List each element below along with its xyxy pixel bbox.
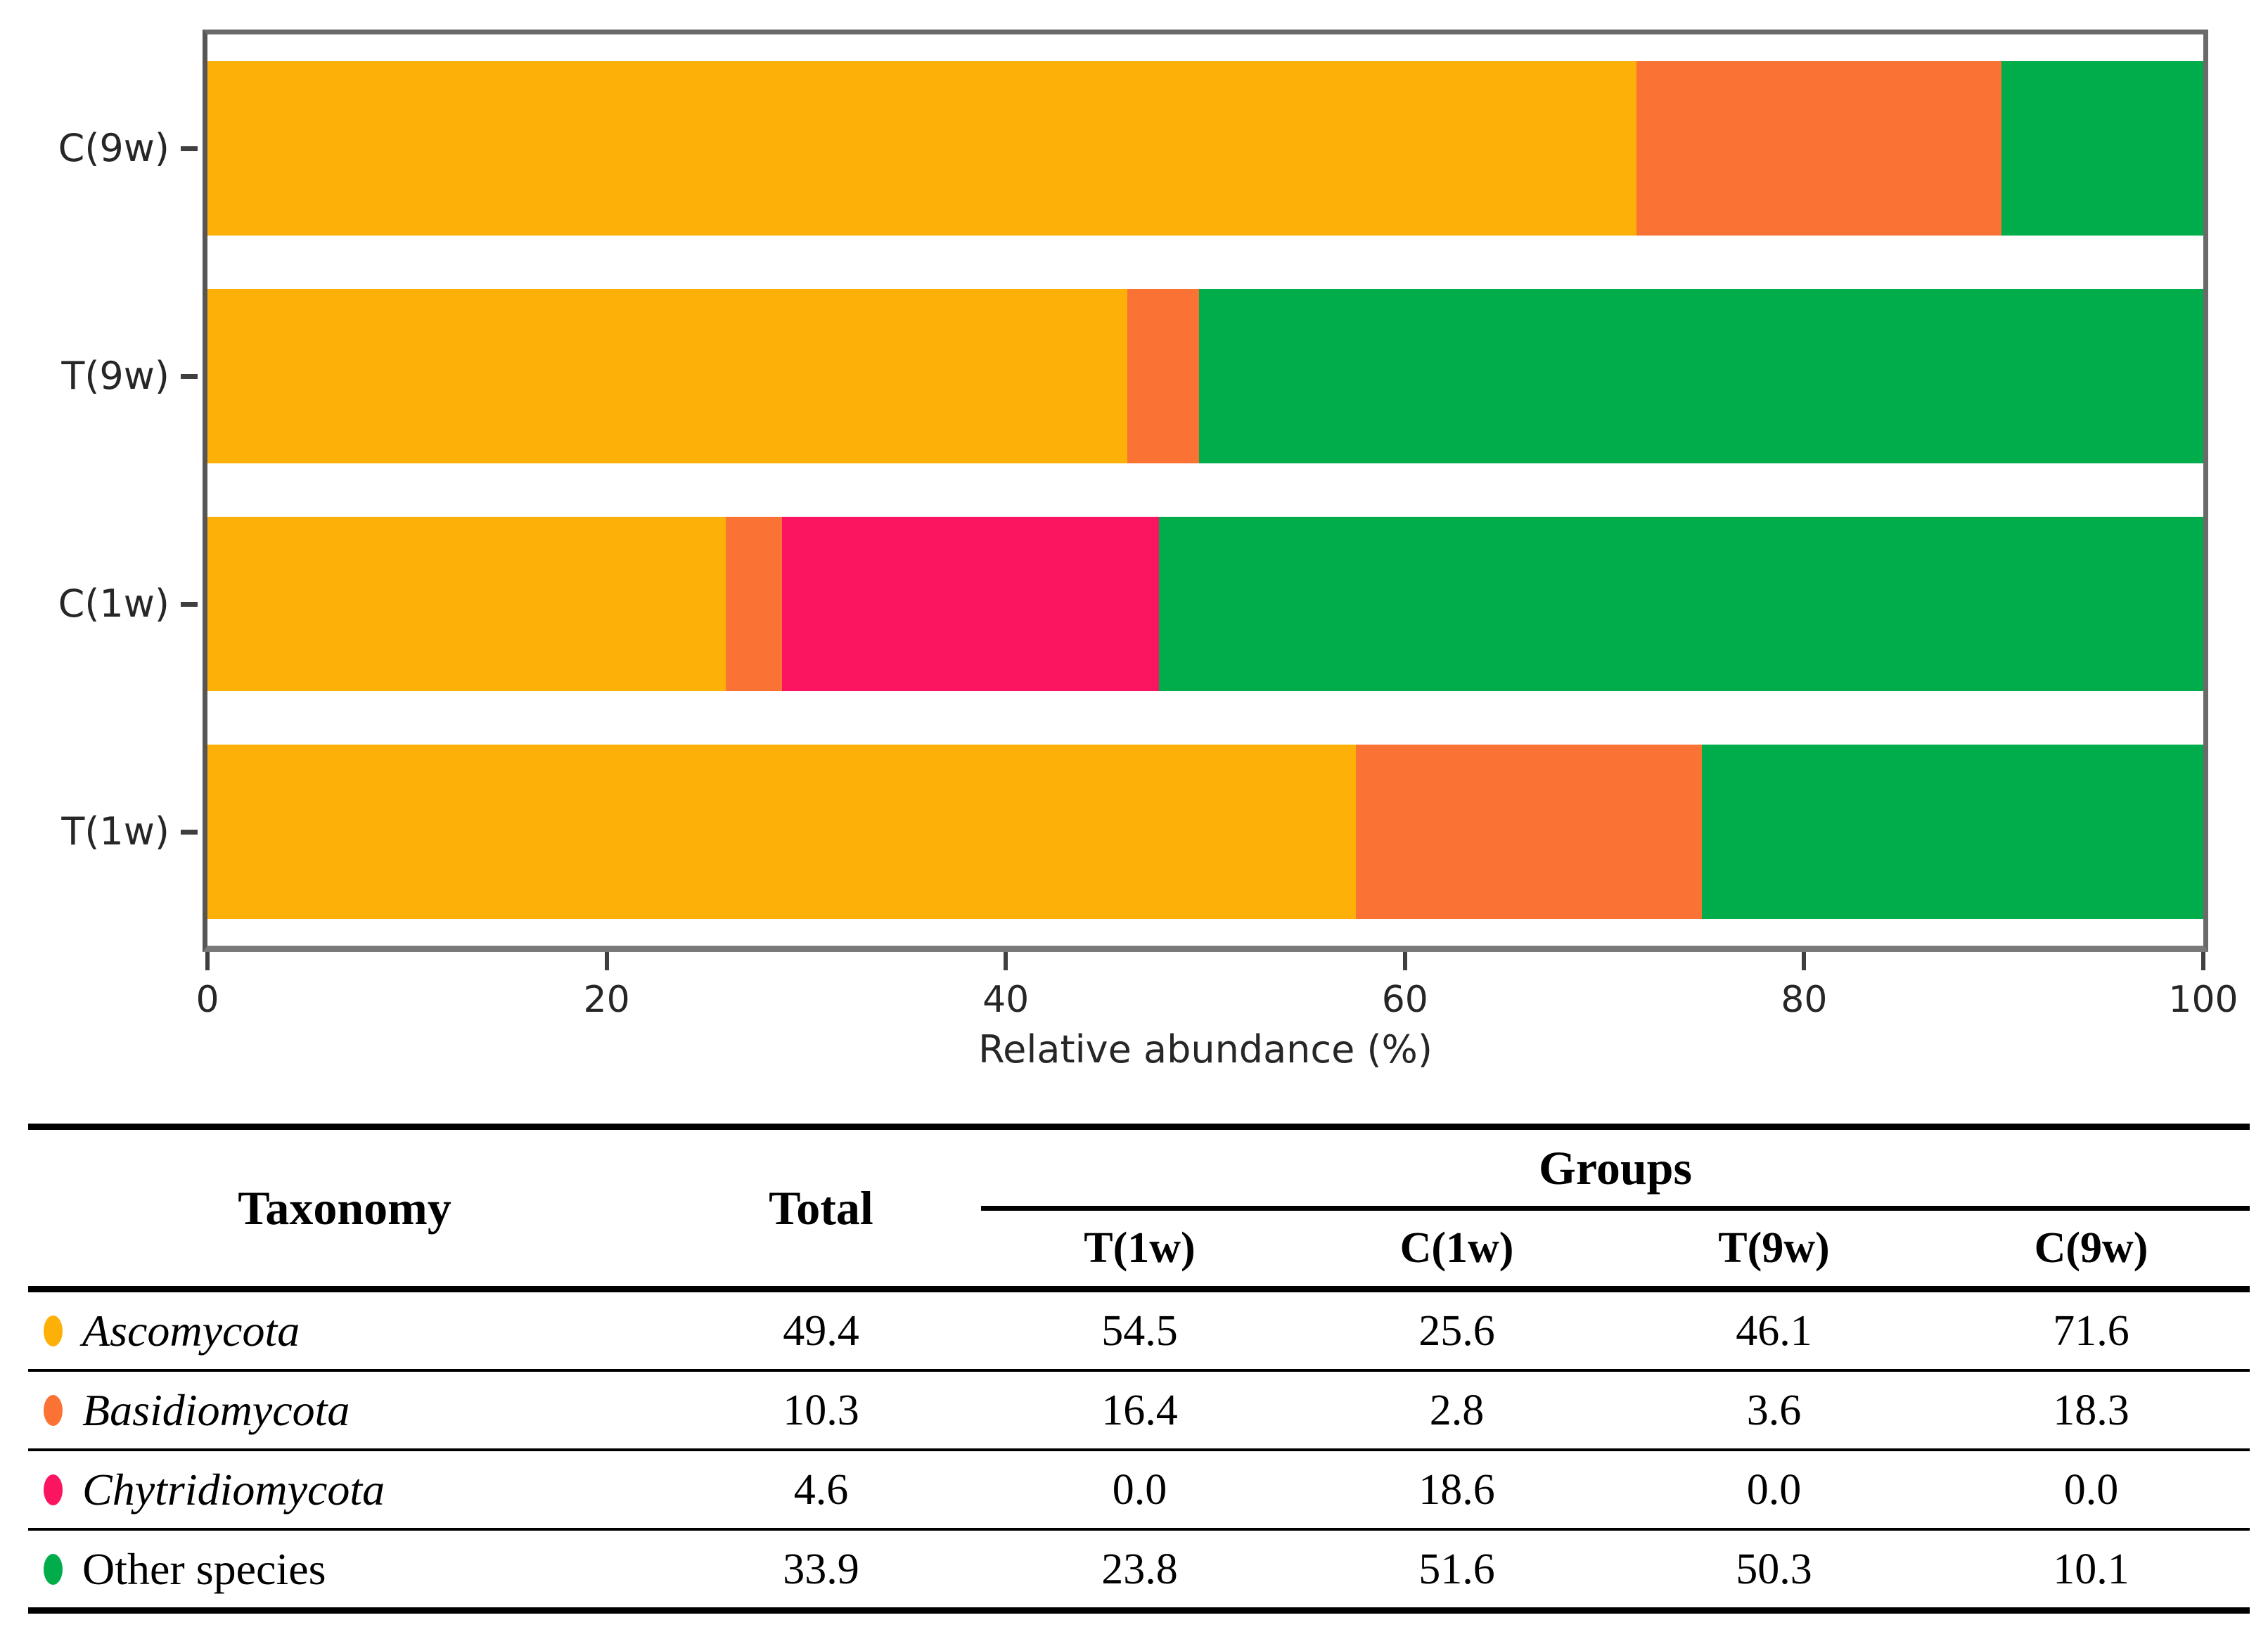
x-tick-label: 80 <box>1781 979 1828 1021</box>
bar-segment-ascomycota-c-1w <box>207 517 726 691</box>
value-t-1w: 0.0 <box>1112 1465 1167 1514</box>
value-t-9w: 3.6 <box>1746 1386 1802 1434</box>
total-value: 4.6 <box>793 1465 849 1514</box>
y-axis-label-row-c-1w: C(1w) <box>0 517 198 691</box>
total-value: 10.3 <box>783 1386 859 1434</box>
bar-segment-basidiomycota-c-9w <box>1636 61 2002 236</box>
legend-dot-icon <box>44 1315 63 1346</box>
value-t-1w: 54.5 <box>1101 1306 1178 1355</box>
taxon-name-cell: Basidiomycota <box>28 1384 661 1435</box>
groups-header-block: Groups T(1w) C(1w) T(9w) C(9w) <box>981 1130 2250 1286</box>
value-c-9w: 0.0 <box>2063 1465 2119 1514</box>
x-tick-label: 100 <box>2168 979 2238 1021</box>
value-c-9w: 71.6 <box>2053 1306 2129 1355</box>
legend-dot-icon <box>44 1394 63 1426</box>
y-axis-label-row-t-9w: T(9w) <box>0 289 198 463</box>
y-axis-label-row-t-1w: T(1w) <box>0 745 198 919</box>
y-axis-label: T(1w) <box>61 809 169 854</box>
bar-segment-basidiomycota-t-9w <box>1127 289 1200 463</box>
value-t-9w: 0.0 <box>1746 1465 1802 1514</box>
bar-segment-basidiomycota-c-1w <box>725 517 783 691</box>
header-groups: Groups <box>981 1130 2250 1211</box>
y-tick-mark <box>181 829 198 835</box>
x-tick-mark <box>604 952 609 970</box>
x-tick-mark <box>2201 952 2205 970</box>
bar-segment-other-species-c-9w <box>2001 61 2203 236</box>
bar-segment-other-species-t-9w <box>1199 289 2203 463</box>
bar-segment-other-species-c-1w <box>1158 517 2203 691</box>
value-c-1w: 18.6 <box>1418 1465 1495 1514</box>
value-t-9w: 46.1 <box>1736 1306 1812 1355</box>
taxon-name-cell: Chytridiomycota <box>28 1467 661 1512</box>
y-axis-label: C(1w) <box>58 581 169 626</box>
x-tick-mark <box>205 952 210 970</box>
x-tick-mark <box>1402 952 1407 970</box>
table-row-other-species: Other species 33.9 23.8 51.6 50.3 10.1 <box>28 1531 2250 1614</box>
taxon-name: Ascomycota <box>82 1305 300 1356</box>
table-body: Ascomycota 49.4 54.5 25.6 46.1 71.6 Basidiomyc… <box>28 1292 2250 1614</box>
group-column-header-c-1w: C(1w) <box>1399 1224 1514 1272</box>
bar-segment-other-species-t-1w <box>1701 745 2203 919</box>
header-taxonomy: Taxonomy <box>238 1181 451 1235</box>
y-axis-label-row-c-9w: C(9w) <box>0 61 198 236</box>
bar-segment-ascomycota-t-1w <box>207 745 1357 919</box>
legend-dot-icon <box>44 1474 63 1505</box>
group-column-header-t-1w: T(1w) <box>1084 1224 1196 1272</box>
x-tick-label: 40 <box>982 979 1030 1021</box>
y-tick-mark <box>181 373 198 379</box>
taxonomy-table: Taxonomy Total Groups T(1w) C(1w) T(9w) C(9… <box>28 1124 2250 1614</box>
total-value: 49.4 <box>783 1306 859 1355</box>
value-c-1w: 25.6 <box>1418 1306 1495 1355</box>
x-axis-label: Relative abundance (%) <box>978 1027 1433 1072</box>
total-value: 33.9 <box>783 1545 859 1593</box>
table-row-basidiomycota: Basidiomycota 10.3 16.4 2.8 3.6 18.3 <box>28 1372 2250 1451</box>
bar-row-t-9w <box>207 289 2203 463</box>
value-c-9w: 10.1 <box>2053 1545 2129 1593</box>
y-tick-mark <box>181 601 198 607</box>
x-tick-label: 60 <box>1381 979 1428 1021</box>
bar-segment-ascomycota-c-9w <box>207 61 1636 236</box>
plot-area <box>203 30 2208 952</box>
taxon-name: Chytridiomycota <box>82 1464 385 1515</box>
bar-row-c-1w <box>207 517 2203 691</box>
taxon-name-cell: Ascomycota <box>28 1308 661 1353</box>
table-header: Taxonomy Total Groups T(1w) C(1w) T(9w) C(9… <box>28 1124 2250 1292</box>
header-total: Total <box>769 1181 873 1235</box>
bar-segment-basidiomycota-t-1w <box>1356 745 1702 919</box>
value-t-1w: 16.4 <box>1101 1386 1178 1434</box>
y-tick-mark <box>181 146 198 151</box>
x-tick-mark <box>1004 952 1008 970</box>
y-axis-label: C(9w) <box>58 126 169 170</box>
x-tick-label: 20 <box>583 979 630 1021</box>
y-axis-label: T(9w) <box>61 354 169 398</box>
table-row-ascomycota: Ascomycota 49.4 54.5 25.6 46.1 71.6 <box>28 1292 2250 1372</box>
table-row-chytridiomycota: Chytridiomycota 4.6 0.0 18.6 0.0 0.0 <box>28 1451 2250 1531</box>
bar-row-t-1w <box>207 745 2203 919</box>
x-axis: 0 20 40 60 80 100 <box>196 952 2238 1050</box>
value-c-1w: 2.8 <box>1429 1386 1485 1434</box>
x-tick-mark <box>1802 952 1807 970</box>
taxon-name: Basidiomycota <box>82 1384 350 1435</box>
value-t-9w: 50.3 <box>1736 1545 1812 1593</box>
taxon-name: Other species <box>82 1543 326 1594</box>
bar-segment-ascomycota-t-9w <box>207 289 1128 463</box>
group-column-header-t-9w: T(9w) <box>1718 1224 1830 1272</box>
value-t-1w: 23.8 <box>1101 1545 1178 1593</box>
group-columns: T(1w) C(1w) T(9w) C(9w) <box>981 1211 2250 1286</box>
group-column-header-c-9w: C(9w) <box>2034 1224 2148 1272</box>
y-axis: C(9w) T(9w) C(1w) T(1w) <box>0 34 198 946</box>
value-c-1w: 51.6 <box>1418 1545 1495 1593</box>
value-c-9w: 18.3 <box>2053 1386 2129 1434</box>
stacked-bar-chart: C(9w) T(9w) C(1w) T(1w) 0 20 40 60 80 100 Relati… <box>0 30 2238 1072</box>
bar-row-c-9w <box>207 61 2203 236</box>
taxon-name-cell: Other species <box>28 1543 661 1594</box>
bar-segment-chytridiomycota-c-1w <box>782 517 1159 691</box>
x-tick-label: 0 <box>196 979 219 1021</box>
legend-dot-icon <box>44 1553 63 1585</box>
